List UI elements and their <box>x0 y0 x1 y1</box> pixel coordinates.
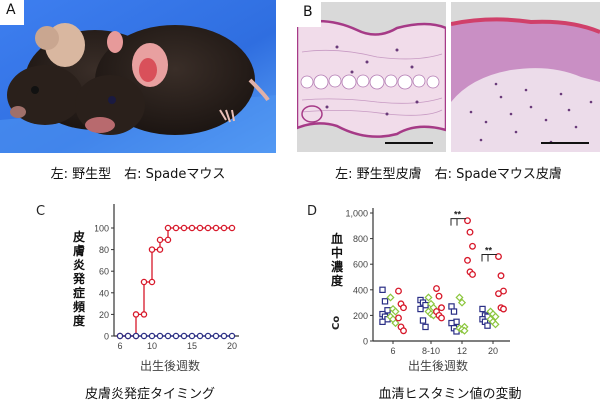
svg-text:**: ** <box>485 246 493 256</box>
histology-wildtype-image <box>297 2 446 152</box>
svg-text:100: 100 <box>95 224 109 234</box>
svg-text:20: 20 <box>488 346 498 356</box>
onset-timing-chart: 0 20 40 60 80 100 6 10 15 20 <box>95 204 239 350</box>
svg-text:**: ** <box>454 210 462 220</box>
svg-text:20: 20 <box>99 310 109 320</box>
scale-bar <box>385 142 433 144</box>
svg-text:800: 800 <box>353 234 368 244</box>
mouse-photo <box>0 0 276 153</box>
svg-text:200: 200 <box>353 311 368 321</box>
svg-text:0: 0 <box>104 332 109 342</box>
svg-text:600: 600 <box>353 260 368 270</box>
panel-a-label: A <box>0 0 24 25</box>
chart-d-title: 血清ヒスタミン値の変動 <box>378 387 522 402</box>
svg-text:6: 6 <box>117 341 122 350</box>
svg-text:10: 10 <box>147 341 157 350</box>
svg-text:400: 400 <box>353 285 368 295</box>
histamine-scatter-chart: 0 200 400 600 800 1,000 6 8-10 12 20 ** ** <box>345 208 510 356</box>
chart-c-ylabel: 皮膚炎発症頻度 <box>72 230 85 328</box>
svg-text:6: 6 <box>390 346 395 356</box>
chart-c-xlabel: 出生後週数 <box>140 359 201 373</box>
svg-text:12: 12 <box>457 346 467 356</box>
panel-a-caption: 左: 野生型 右: Spadeマウス <box>50 167 226 182</box>
histology-spade-image <box>451 2 600 152</box>
chart-c-title: 皮膚炎発症タイミング <box>84 387 215 402</box>
panel-d-label: D <box>307 204 318 219</box>
chart-d-xlabel: 出生後週数 <box>408 359 469 373</box>
mice-illustration <box>0 0 276 153</box>
chart-d-ylabel: 血中濃度 <box>330 232 343 288</box>
svg-text:8-10: 8-10 <box>422 346 440 356</box>
panel-c-label: C <box>36 204 46 219</box>
svg-text:40: 40 <box>99 288 109 298</box>
svg-text:20: 20 <box>227 341 237 350</box>
svg-text:15: 15 <box>187 341 197 350</box>
svg-text:1,000: 1,000 <box>345 209 368 219</box>
svg-text:0: 0 <box>363 337 368 347</box>
panel-b-caption: 左: 野生型皮膚 右: Spadeマウス皮膚 <box>335 167 562 182</box>
svg-text:80: 80 <box>99 245 109 255</box>
panel-b-label: B <box>297 2 321 27</box>
scale-bar <box>541 142 589 144</box>
svg-text:60: 60 <box>99 267 109 277</box>
